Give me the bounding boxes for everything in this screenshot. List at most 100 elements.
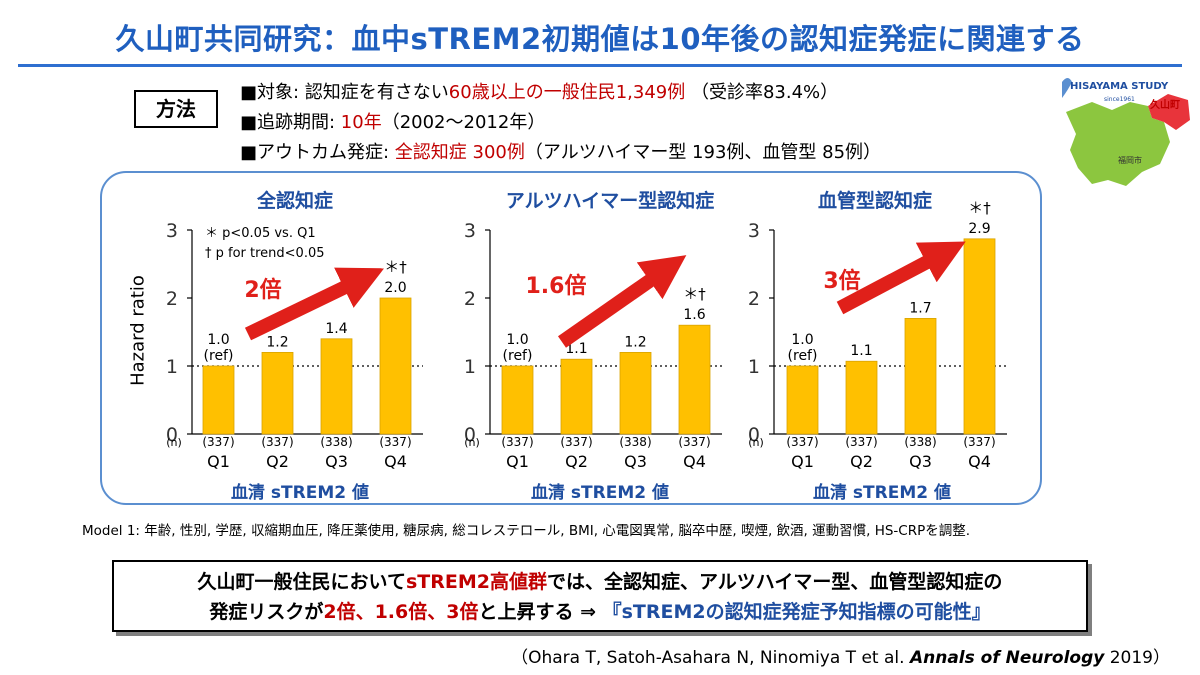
chart-3-n-axis-label: (n) — [748, 436, 764, 449]
followup-post: （2002〜2012年） — [381, 112, 546, 133]
chart-2-n-label: (337) — [560, 435, 592, 449]
chart-3-y-tick-label: 2 — [748, 288, 760, 310]
chart-1-n-label: (337) — [379, 435, 411, 449]
followup-highlight: 10年 — [340, 112, 382, 133]
chart-1-data-label: 1.4 — [325, 321, 347, 337]
chart-3-bar-q4 — [963, 238, 996, 435]
chart-1-bar-q2 — [261, 351, 294, 435]
methods-subjects: ■対象: 認知症を有さない60歳以上の一般住民1,349例 （受診率83.4%） — [240, 78, 881, 108]
map-city-label: 福岡市 — [1118, 156, 1142, 165]
chart-1-n-label: (337) — [261, 435, 293, 449]
charts-frame — [100, 171, 1042, 505]
chart-2-bar-q3 — [619, 351, 652, 435]
model-footnote: Model 1: 年齢, 性別, 学歴, 収縮期血圧, 降圧薬使用, 糖尿病, … — [82, 523, 971, 539]
chart-2-ref-label: (ref) — [503, 348, 533, 364]
chart-2-category-label: Q4 — [683, 452, 706, 471]
chart-2-bar-q1 — [501, 365, 534, 435]
chart-3-category-label: Q4 — [968, 452, 991, 471]
citation-year: 2019） — [1104, 648, 1170, 668]
chart-1-category-label: Q4 — [384, 452, 407, 471]
outcome-post: （アルツハイマー型 193例、血管型 85例） — [524, 142, 882, 163]
summary-2-highlight: 2倍、1.6倍、3倍 — [323, 601, 479, 623]
chart-3-category-label: Q2 — [850, 452, 873, 471]
chart-2-bar-q2 — [560, 358, 593, 435]
chart-3-trend-arrow-icon — [836, 241, 966, 315]
chart-1-bar-q3 — [320, 338, 353, 435]
chart-3-data-label: 1.1 — [850, 343, 872, 359]
chart-1-data-label: 2.0 — [384, 280, 406, 296]
chart-1-data-label: 1.2 — [266, 334, 288, 350]
chart-3-data-label: 1.7 — [909, 300, 931, 316]
chart-1-n-label: (338) — [320, 435, 352, 449]
chart-2-significance: ＊† — [683, 285, 706, 303]
title-underline — [18, 64, 1182, 67]
chart-3-y-tick-label: 3 — [748, 220, 760, 242]
page-title: 久山町共同研究：血中sTREM2初期値は10年後の認知症発症に関連する — [115, 22, 1085, 56]
outcome-pre: ■アウトカム発症: — [240, 142, 395, 163]
chart-2-y-tick-label: 0 — [464, 424, 476, 446]
outcome-highlight: 全認知症 300例 — [394, 142, 525, 163]
methods-label: 方法 — [134, 90, 218, 128]
chart-1-trend-label: 2倍 — [244, 277, 281, 303]
citation-authors: （Ohara T, Satoh-Asahara N, Ninomiya T et… — [511, 648, 910, 668]
logo-since: since1961 — [1104, 96, 1135, 103]
chart-3-bar-q3 — [904, 317, 937, 435]
chart-1-n-label: (337) — [202, 435, 234, 449]
chart-2-category-label: Q1 — [506, 452, 529, 471]
chart-3-significance: ＊† — [968, 199, 991, 217]
summary-line-2: 発症リスクが2倍、1.6倍、3倍と上昇する ⇒ 『sTREM2の認知症発症予知指… — [114, 597, 1086, 627]
citation: （Ohara T, Satoh-Asahara N, Ninomiya T et… — [511, 643, 1170, 668]
chart-1-x-title: 血清 sTREM2 値 — [230, 483, 369, 503]
chart-2-data-label: 1.0 — [506, 332, 528, 348]
chart-3-ref-label: (ref) — [788, 348, 818, 364]
summary-1-pre: 久山町一般住民において — [197, 571, 406, 593]
chart-2-category-label: Q3 — [624, 452, 647, 471]
chart-3-data-label: 1.0 — [791, 332, 813, 348]
chart-3-n-label: (337) — [963, 435, 995, 449]
summary-box: 久山町一般住民においてsTREM2高値群では、全認知症、アルツハイマー型、血管型… — [112, 560, 1088, 632]
chart-2-data-label: 1.6 — [683, 307, 705, 323]
citation-journal: Annals of Neurology — [909, 648, 1105, 668]
chart-1-y-tick-label: 1 — [166, 356, 178, 378]
chart-3-title: 血管型認知症 — [817, 190, 932, 212]
chart-1-y-tick-label: 0 — [166, 424, 178, 446]
chart-1-significance: ＊† — [384, 258, 407, 276]
chart-3-n-label: (337) — [845, 435, 877, 449]
chart-1-y-tick-label: 3 — [166, 220, 178, 242]
chart-1-bar-q4 — [379, 297, 412, 435]
methods-outcome: ■アウトカム発症: 全認知症 300例（アルツハイマー型 193例、血管型 85… — [240, 138, 881, 168]
chart-1-data-label: 1.0 — [207, 332, 229, 348]
chart-1-y-tick-label: 2 — [166, 288, 178, 310]
summary-line-1: 久山町一般住民においてsTREM2高値群では、全認知症、アルツハイマー型、血管型… — [114, 567, 1086, 597]
logo-mark-icon — [1062, 78, 1072, 98]
logo-name: HISAYAMA STUDY — [1070, 81, 1169, 92]
chart-2-n-axis-label: (n) — [464, 436, 480, 449]
chart-3-bar-q1 — [786, 365, 819, 435]
subjects-pre: ■対象: 認知症を有さない — [240, 82, 449, 103]
methods-followup: ■追跡期間: 10年（2002〜2012年） — [240, 108, 881, 138]
chart-3-data-label: 2.9 — [968, 221, 990, 237]
chart-2-y-tick-label: 1 — [464, 356, 476, 378]
chart-2-y-tick-label: 2 — [464, 288, 476, 310]
map-town-label: 久山町 — [1150, 100, 1180, 111]
subjects-post: （受診率83.4%） — [685, 82, 839, 103]
chart-1-ref-label: (ref) — [204, 348, 234, 364]
chart-3-y-tick-label: 1 — [748, 356, 760, 378]
chart-1-category-label: Q2 — [266, 452, 289, 471]
chart-2-category-label: Q2 — [565, 452, 588, 471]
fukuoka-map-shape — [1066, 102, 1170, 186]
chart-2-trend-label: 1.6倍 — [526, 273, 587, 299]
chart-2-n-label: (337) — [501, 435, 533, 449]
chart-2-y-tick-label: 3 — [464, 220, 476, 242]
chart-1-category-label: Q3 — [325, 452, 348, 471]
chart-3-bar-q2 — [845, 360, 878, 435]
chart-2-x-title: 血清 sTREM2 値 — [530, 483, 669, 503]
chart-2-data-label: 1.1 — [565, 341, 587, 357]
chart-2-data-label: 1.2 — [624, 334, 646, 350]
chart-3-category-label: Q1 — [791, 452, 814, 471]
methods-list: ■対象: 認知症を有さない60歳以上の一般住民1,349例 （受診率83.4%）… — [240, 78, 881, 168]
summary-2-conclusion: 『sTREM2の認知症発症予知指標の可能性』 — [602, 601, 991, 623]
summary-1-highlight: sTREM2高値群 — [405, 571, 547, 593]
chart-1-title: 全認知症 — [256, 190, 333, 212]
summary-2-pre: 発症リスクが — [209, 601, 324, 623]
